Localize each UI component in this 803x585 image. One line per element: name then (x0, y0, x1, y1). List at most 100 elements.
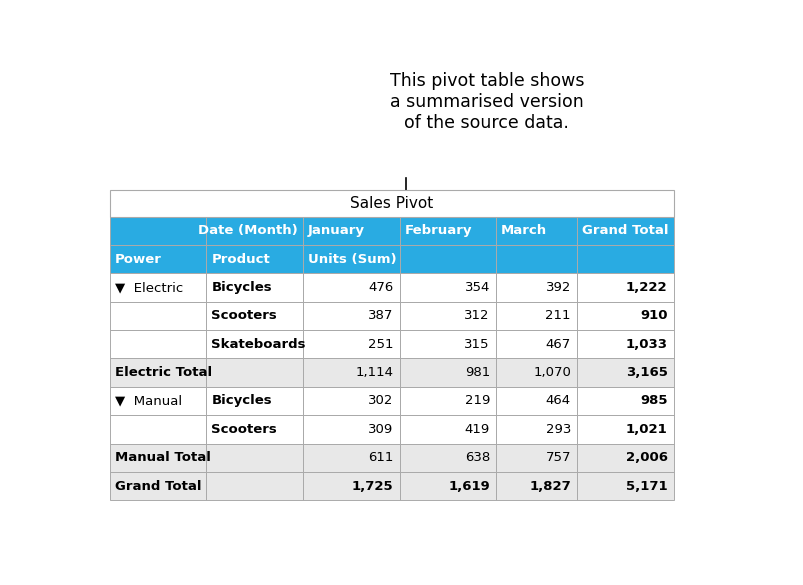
Bar (110, 415, 206, 443)
Text: Manual Total: Manual Total (115, 451, 210, 464)
Bar (577, 472, 673, 500)
Text: Sales Pivot: Sales Pivot (350, 195, 433, 211)
Bar (577, 359, 673, 387)
Bar (495, 302, 577, 330)
Bar (399, 359, 495, 387)
Bar (206, 472, 303, 500)
Text: 387: 387 (368, 309, 393, 322)
Bar (303, 359, 399, 387)
Text: Bicycles: Bicycles (211, 394, 271, 408)
Bar (303, 330, 399, 359)
Bar (206, 443, 303, 472)
Text: Grand Total: Grand Total (581, 224, 668, 238)
Text: Power: Power (115, 253, 161, 266)
Text: 211: 211 (544, 309, 570, 322)
Bar (399, 302, 495, 330)
Text: Bicycles: Bicycles (211, 281, 271, 294)
Bar (577, 216, 673, 245)
Bar (303, 415, 399, 443)
Bar (110, 387, 206, 415)
Text: Grand Total: Grand Total (115, 480, 201, 493)
Text: 302: 302 (368, 394, 393, 408)
Bar (399, 273, 495, 302)
Bar (110, 472, 206, 500)
Text: 638: 638 (464, 451, 489, 464)
Bar (399, 415, 495, 443)
Bar (495, 216, 577, 245)
Bar (399, 443, 495, 472)
Bar (303, 443, 399, 472)
Bar (577, 273, 673, 302)
Bar (110, 190, 673, 216)
Bar (110, 216, 206, 245)
Bar (577, 302, 673, 330)
Bar (399, 387, 495, 415)
Bar (495, 472, 577, 500)
Bar (577, 302, 673, 330)
Text: 1,070: 1,070 (532, 366, 570, 379)
Text: 464: 464 (545, 394, 570, 408)
Bar (399, 415, 495, 443)
Text: 251: 251 (368, 338, 393, 351)
Text: 1,619: 1,619 (447, 480, 489, 493)
Bar (495, 415, 577, 443)
Bar (303, 387, 399, 415)
Bar (206, 330, 303, 359)
Bar (399, 273, 495, 302)
Bar (303, 302, 399, 330)
Text: This pivot table shows
a summarised version
of the source data.: This pivot table shows a summarised vers… (389, 73, 583, 132)
Bar (399, 216, 495, 245)
Text: 5,171: 5,171 (625, 480, 666, 493)
Bar (495, 415, 577, 443)
Bar (206, 245, 303, 273)
Bar (495, 245, 577, 273)
Bar (399, 302, 495, 330)
Bar (495, 359, 577, 387)
Bar (577, 273, 673, 302)
Text: 985: 985 (639, 394, 666, 408)
Bar (399, 472, 495, 500)
Text: 1,021: 1,021 (625, 423, 666, 436)
Bar (577, 387, 673, 415)
Bar (577, 415, 673, 443)
Bar (303, 472, 399, 500)
Bar (206, 443, 303, 472)
Text: Date (Month): Date (Month) (198, 224, 298, 238)
Bar (110, 472, 206, 500)
Bar (399, 472, 495, 500)
Text: 354: 354 (464, 281, 489, 294)
Text: Electric Total: Electric Total (115, 366, 212, 379)
Text: 419: 419 (464, 423, 489, 436)
Bar (206, 472, 303, 500)
Bar (577, 330, 673, 359)
Bar (303, 302, 399, 330)
Text: 1,222: 1,222 (625, 281, 666, 294)
Bar (495, 273, 577, 302)
Bar (577, 443, 673, 472)
Bar (399, 443, 495, 472)
Bar (399, 387, 495, 415)
Bar (206, 387, 303, 415)
Text: ▼  Electric: ▼ Electric (115, 281, 183, 294)
Bar (577, 443, 673, 472)
Text: 1,827: 1,827 (528, 480, 570, 493)
Text: February: February (404, 224, 471, 238)
Bar (110, 273, 206, 302)
Bar (110, 443, 206, 472)
Bar (577, 216, 673, 245)
Text: 981: 981 (464, 366, 489, 379)
Bar (110, 302, 206, 330)
Bar (577, 415, 673, 443)
Bar (110, 273, 206, 302)
Bar (399, 245, 495, 273)
Text: ▼  Manual: ▼ Manual (115, 394, 181, 408)
Text: 910: 910 (639, 309, 666, 322)
Bar (110, 415, 206, 443)
Text: Scooters: Scooters (211, 309, 277, 322)
Bar (495, 472, 577, 500)
Bar (303, 472, 399, 500)
Bar (206, 359, 303, 387)
Bar (495, 245, 577, 273)
Bar (110, 443, 206, 472)
Bar (206, 302, 303, 330)
